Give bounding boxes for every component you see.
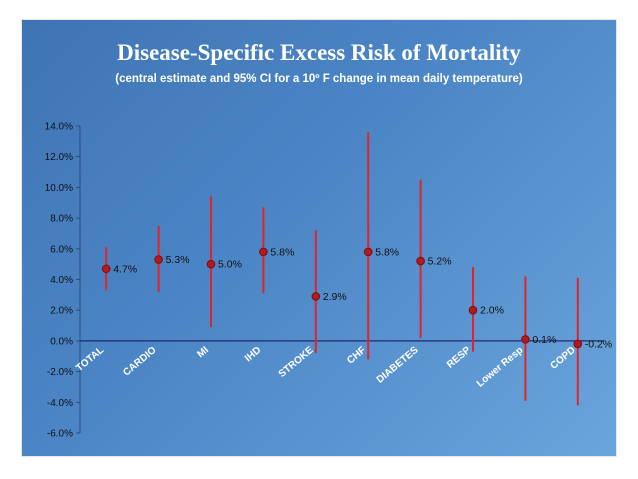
estimate-point-cardio xyxy=(154,255,163,264)
y-tick-label: 4.0% xyxy=(50,275,73,286)
y-tick-label: 2.0% xyxy=(50,306,73,317)
category-label: DIABETES xyxy=(375,345,421,386)
estimate-point-stroke xyxy=(311,292,321,301)
slide-background: Disease-Specific Excess Risk of Mortalit… xyxy=(22,20,616,456)
category-label: IHD xyxy=(243,345,263,365)
estimate-point-diabetes xyxy=(416,256,425,266)
estimate-point-copd xyxy=(573,339,583,349)
category-label: COPD xyxy=(549,345,578,372)
estimate-point-mi xyxy=(206,259,216,269)
estimate-point-ihd xyxy=(259,247,268,257)
data-label: 5.8% xyxy=(375,246,399,258)
chart-plot: 14.0% 12.0% 10.0% 8.0% 6.0% 4.0% 2.0% 0.0% -2.0%… xyxy=(45,122,613,440)
y-tick-label: -4.0% xyxy=(47,398,73,409)
chart-title: Disease-Specific Excess Risk of Mortalit… xyxy=(117,40,521,65)
data-label: 2.9% xyxy=(323,291,347,303)
category-label: CHF xyxy=(345,345,368,367)
estimate-point-lower-resp xyxy=(521,335,530,344)
data-label: 2.0% xyxy=(480,305,504,317)
y-tick-label: 6.0% xyxy=(50,244,73,255)
data-label: 5.2% xyxy=(428,256,452,268)
category-label: RESP xyxy=(445,345,473,371)
category-label: TOTAL xyxy=(74,345,106,374)
data-label: 5.0% xyxy=(218,259,242,271)
y-tick-label: 0.0% xyxy=(50,336,73,347)
y-tick-label: -2.0% xyxy=(47,367,73,378)
y-tick-label: 14.0% xyxy=(45,122,73,133)
y-tick-label: -6.0% xyxy=(47,429,73,440)
data-label: 0.1% xyxy=(532,334,556,346)
category-label: CARDIO xyxy=(121,345,158,379)
data-label: 4.7% xyxy=(113,263,137,275)
category-label: Lower Resp xyxy=(475,345,525,390)
category-label: STROKE xyxy=(277,345,316,380)
category-label: MI xyxy=(195,345,211,361)
data-label: 5.8% xyxy=(270,246,294,258)
data-label: 5.3% xyxy=(166,254,190,266)
data-label: -0.2% xyxy=(585,338,612,350)
y-tick-label: 10.0% xyxy=(45,183,73,194)
estimate-point-resp xyxy=(468,305,478,315)
estimate-point-chf xyxy=(363,247,373,257)
chart-subtitle: (central estimate and 95% CI for a 10º F… xyxy=(115,73,523,85)
y-tick-label: 12.0% xyxy=(45,152,73,163)
y-tick-label: 8.0% xyxy=(50,214,73,225)
estimate-point-total xyxy=(101,264,111,274)
